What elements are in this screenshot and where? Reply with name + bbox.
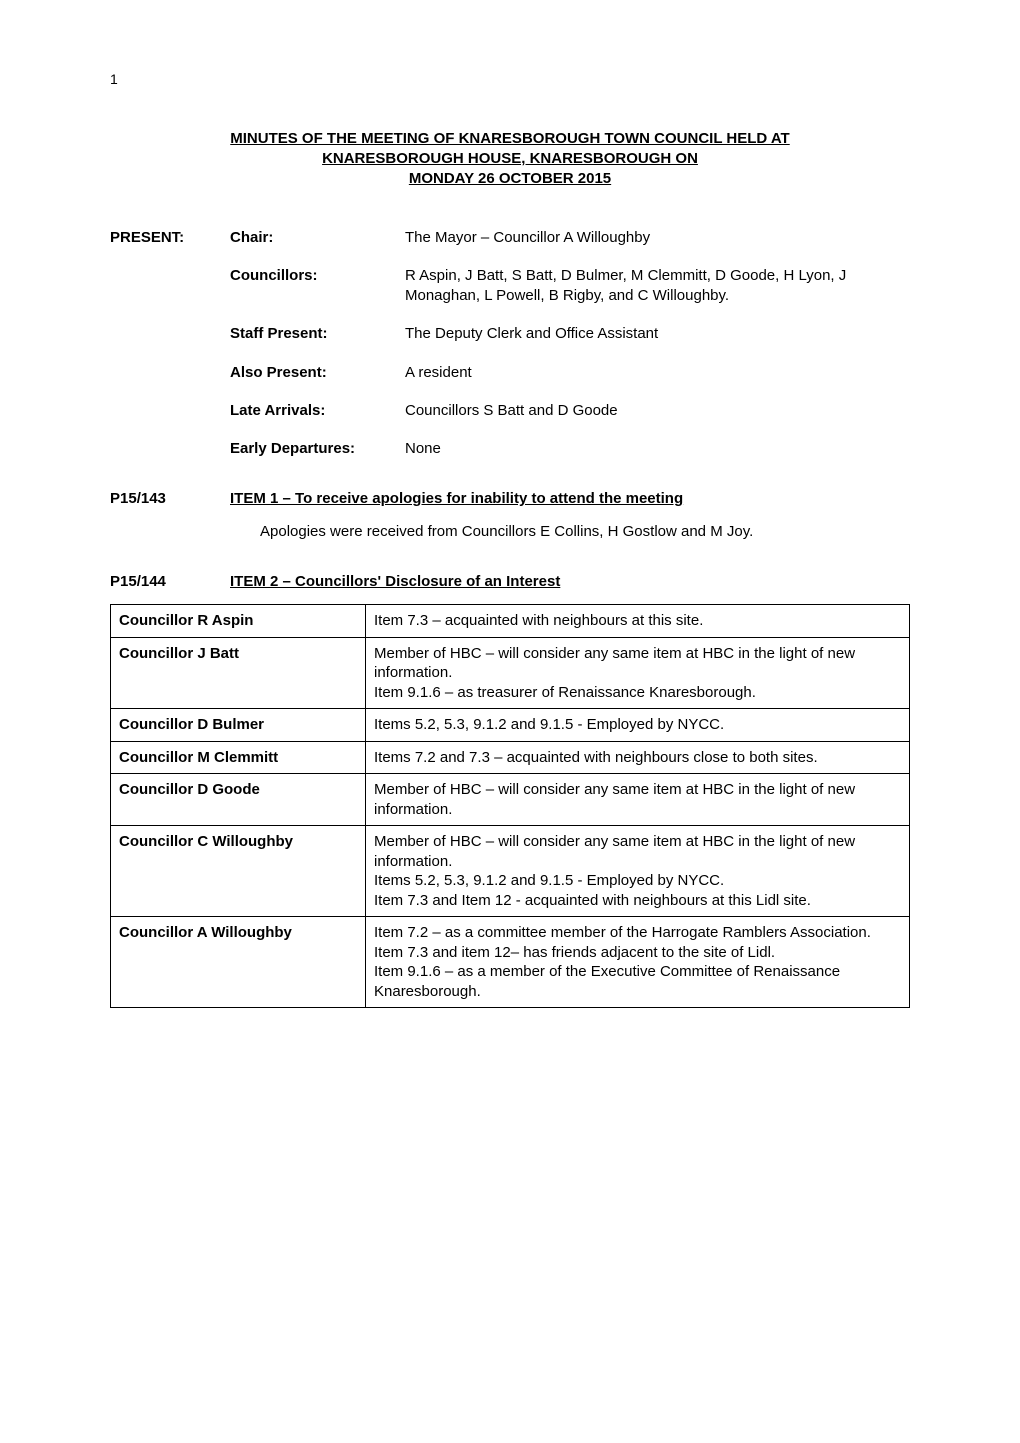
title-block: MINUTES OF THE MEETING OF KNARESBOROUGH … xyxy=(110,129,910,190)
disclosure-text: Items 7.2 and 7.3 – acquainted with neig… xyxy=(366,741,910,774)
present-row-label: Staff Present: xyxy=(230,324,405,344)
present-row-value: A resident xyxy=(405,363,910,383)
present-row-value: The Mayor – Councillor A Willoughby xyxy=(405,228,910,248)
disclosure-text: Member of HBC – will consider any same i… xyxy=(366,637,910,709)
present-row: . Staff Present: The Deputy Clerk and Of… xyxy=(110,324,910,344)
present-row-value: None xyxy=(405,439,910,459)
present-row: . Late Arrivals: Councillors S Batt and … xyxy=(110,401,910,421)
agenda-item: P15/143 ITEM 1 – To receive apologies fo… xyxy=(110,489,910,509)
item-heading: ITEM 2 – Councillors' Disclosure of an I… xyxy=(230,572,910,592)
table-row: Councillor D Bulmer Items 5.2, 5.3, 9.1.… xyxy=(111,709,910,742)
disclosure-name: Councillor D Bulmer xyxy=(111,709,366,742)
present-row-value: R Aspin, J Batt, S Batt, D Bulmer, M Cle… xyxy=(405,266,910,307)
present-row-label: Early Departures: xyxy=(230,439,405,459)
present-row: . Also Present: A resident xyxy=(110,363,910,383)
disclosure-text: Member of HBC – will consider any same i… xyxy=(366,826,910,917)
disclosure-name: Councillor R Aspin xyxy=(111,605,366,638)
table-row: Councillor M Clemmitt Items 7.2 and 7.3 … xyxy=(111,741,910,774)
present-row-label: Late Arrivals: xyxy=(230,401,405,421)
present-row-value: The Deputy Clerk and Office Assistant xyxy=(405,324,910,344)
disclosure-text: Item 7.3 – acquainted with neighbours at… xyxy=(366,605,910,638)
disclosure-name: Councillor A Willoughby xyxy=(111,917,366,1008)
disclosure-text: Items 5.2, 5.3, 9.1.2 and 9.1.5 - Employ… xyxy=(366,709,910,742)
present-row: . Early Departures: None xyxy=(110,439,910,459)
title-line-1: MINUTES OF THE MEETING OF KNARESBOROUGH … xyxy=(110,129,910,149)
item-ref: P15/143 xyxy=(110,489,230,509)
disclosure-name: Councillor M Clemmitt xyxy=(111,741,366,774)
disclosure-text: Item 7.2 – as a committee member of the … xyxy=(366,917,910,1008)
page-number: 1 xyxy=(110,70,910,89)
present-lead-label: PRESENT: xyxy=(110,228,230,248)
disclosure-name: Councillor J Batt xyxy=(111,637,366,709)
agenda-item: P15/144 ITEM 2 – Councillors' Disclosure… xyxy=(110,572,910,592)
title-line-2: KNARESBOROUGH HOUSE, KNARESBOROUGH ON xyxy=(110,149,910,169)
item-body: Apologies were received from Councillors… xyxy=(260,522,910,542)
table-row: Councillor D Goode Member of HBC – will … xyxy=(111,774,910,826)
table-row: Councillor C Willoughby Member of HBC – … xyxy=(111,826,910,917)
disclosure-name: Councillor D Goode xyxy=(111,774,366,826)
disclosure-text: Member of HBC – will consider any same i… xyxy=(366,774,910,826)
present-row: PRESENT: Chair: The Mayor – Councillor A… xyxy=(110,228,910,248)
table-row: Councillor R Aspin Item 7.3 – acquainted… xyxy=(111,605,910,638)
present-row-label: Also Present: xyxy=(230,363,405,383)
item-heading: ITEM 1 – To receive apologies for inabil… xyxy=(230,489,910,509)
present-row-label: Chair: xyxy=(230,228,405,248)
disclosures-table: Councillor R Aspin Item 7.3 – acquainted… xyxy=(110,604,910,1008)
title-line-3: MONDAY 26 OCTOBER 2015 xyxy=(110,169,910,189)
disclosure-name: Councillor C Willoughby xyxy=(111,826,366,917)
present-row-value: Councillors S Batt and D Goode xyxy=(405,401,910,421)
table-row: Councillor A Willoughby Item 7.2 – as a … xyxy=(111,917,910,1008)
present-block: PRESENT: Chair: The Mayor – Councillor A… xyxy=(110,228,910,460)
present-row-label: Councillors: xyxy=(230,266,405,307)
present-row: . Councillors: R Aspin, J Batt, S Batt, … xyxy=(110,266,910,307)
table-row: Councillor J Batt Member of HBC – will c… xyxy=(111,637,910,709)
item-ref: P15/144 xyxy=(110,572,230,592)
